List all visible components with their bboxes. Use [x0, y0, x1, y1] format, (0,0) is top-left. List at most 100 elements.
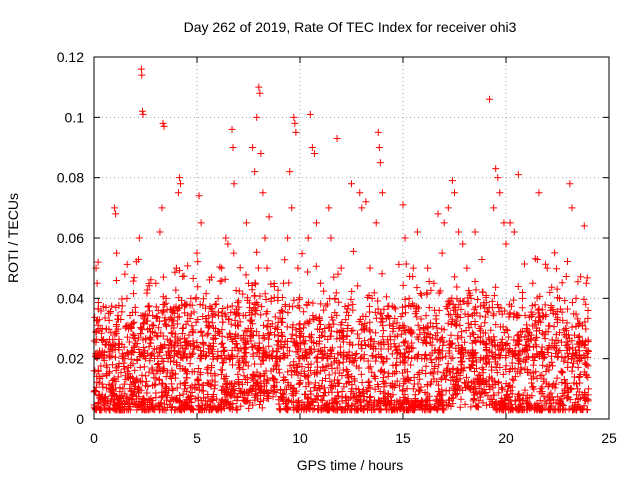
data-point: [273, 341, 281, 349]
data-point: [335, 298, 343, 306]
data-point: [451, 306, 459, 314]
axis-ticks: [93, 56, 610, 420]
data-point: [270, 385, 278, 393]
data-point: [308, 144, 316, 151]
data-point: [370, 373, 378, 381]
data-point: [259, 189, 267, 197]
data-point: [237, 402, 245, 410]
data-point: [130, 389, 138, 397]
data-point: [572, 310, 580, 318]
data-point: [314, 392, 322, 400]
data-point: [181, 367, 189, 375]
data-point: [516, 395, 524, 403]
data-point: [563, 389, 571, 397]
data-point: [466, 332, 474, 340]
data-point: [486, 347, 494, 355]
data-point: [438, 333, 446, 341]
data-point: [539, 361, 547, 369]
data-point: [467, 294, 475, 302]
data-point: [379, 333, 387, 341]
data-point: [423, 380, 431, 388]
data-point: [492, 283, 500, 291]
data-point: [176, 380, 184, 388]
data-point: [470, 305, 478, 313]
data-point: [317, 279, 325, 287]
data-point: [354, 330, 362, 338]
data-point: [556, 346, 564, 354]
data-point: [135, 234, 143, 242]
data-point: [389, 370, 397, 378]
data-point: [449, 364, 457, 372]
data-point: [574, 363, 582, 371]
data-point: [245, 404, 253, 412]
data-point: [490, 333, 498, 341]
data-point: [316, 347, 324, 355]
data-point: [99, 398, 107, 406]
data-point: [262, 310, 270, 318]
data-point: [200, 295, 208, 303]
data-point: [582, 370, 590, 378]
data-point: [558, 308, 566, 316]
data-point: [321, 344, 329, 352]
data-point: [109, 380, 117, 388]
data-point: [553, 316, 561, 324]
data-point: [359, 325, 367, 333]
data-point: [366, 308, 374, 316]
data-point: [270, 293, 278, 301]
data-point: [274, 337, 282, 345]
data-point: [227, 320, 235, 328]
data-point: [582, 325, 590, 333]
data-point: [496, 189, 504, 197]
data-point: [249, 320, 257, 328]
data-point: [157, 400, 165, 408]
data-point: [95, 391, 103, 399]
data-point: [514, 355, 522, 363]
data-point: [576, 379, 584, 387]
data-point: [397, 313, 405, 321]
data-point: [532, 343, 540, 351]
data-point: [153, 345, 161, 353]
data-point: [523, 399, 531, 407]
data-point: [333, 405, 341, 413]
data-point: [558, 369, 566, 377]
data-point: [514, 331, 522, 339]
data-point: [362, 198, 370, 206]
data-point: [263, 351, 271, 359]
data-point: [448, 317, 456, 325]
data-point: [141, 382, 149, 390]
data-point: [230, 180, 238, 188]
data-point: [125, 370, 133, 378]
data-point: [296, 377, 304, 385]
data-point: [203, 379, 211, 387]
data-point: [261, 234, 269, 242]
data-point: [109, 361, 117, 369]
data-point: [388, 350, 396, 358]
data-point: [108, 392, 116, 400]
data-point: [372, 329, 380, 337]
data-point: [556, 396, 564, 404]
data-point: [402, 375, 410, 383]
data-point: [432, 396, 440, 404]
data-point: [248, 281, 256, 289]
data-point: [161, 320, 169, 328]
data-point: [302, 373, 310, 381]
data-point: [334, 392, 342, 400]
data-point: [408, 300, 416, 308]
data-point: [153, 332, 161, 340]
data-point: [561, 354, 569, 362]
data-point: [370, 400, 378, 408]
data-point: [524, 398, 532, 406]
data-point: [561, 385, 569, 393]
data-point: [469, 357, 477, 365]
data-point: [188, 322, 196, 330]
data-point: [563, 346, 571, 354]
data-point: [107, 382, 115, 390]
data-point: [413, 228, 421, 236]
data-point: [564, 258, 572, 266]
data-point: [463, 264, 471, 272]
data-point: [168, 330, 176, 338]
data-point: [405, 302, 413, 310]
data-point: [490, 204, 498, 212]
data-point: [124, 374, 132, 382]
data-point: [300, 406, 308, 414]
